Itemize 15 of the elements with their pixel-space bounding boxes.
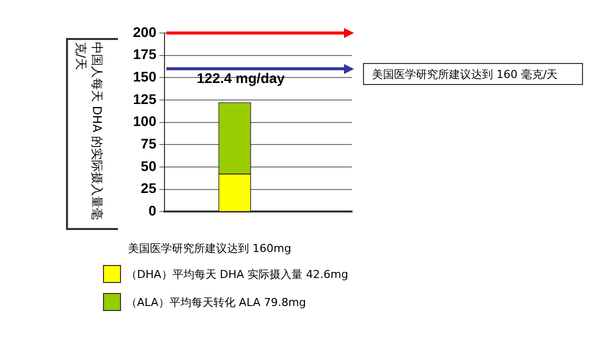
ref-line-label: 美国医学研究所建议达到 160 毫克/天 (363, 63, 583, 85)
y-tick-label: 75 (140, 135, 157, 152)
y-tick-label: 0 (148, 202, 157, 218)
text: 美国医学研究所建议达到 160mg (128, 241, 292, 256)
legend-label: （DHA）平均每天 DHA 实际摄入量 42.6mg (126, 266, 348, 282)
y-tick-label: 50 (140, 158, 157, 174)
y-axis-title: 中国人每天 DHA 的实际摄入量毫克/天 (73, 42, 105, 222)
legend-label: （ALA）平均每天转化 ALA 79.8mg (126, 294, 306, 310)
y-tick-label: 125 (133, 90, 157, 107)
y-tick-label: 100 (133, 113, 157, 130)
y-tick-label: 150 (133, 68, 157, 85)
total-label: 122.4 mg/day (196, 70, 285, 86)
y-tick-label: 200 (133, 24, 157, 40)
y-tick-label: 175 (133, 46, 157, 62)
y-tick-label: 25 (140, 180, 157, 196)
